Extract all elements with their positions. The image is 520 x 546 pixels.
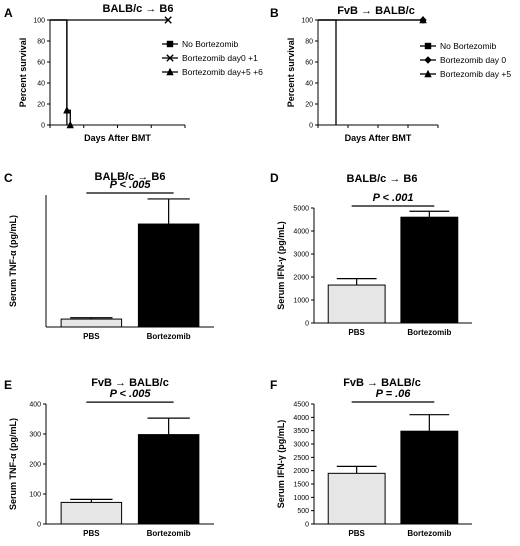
legend-marker bbox=[166, 40, 174, 48]
panel-letter: C bbox=[4, 171, 13, 185]
y-tick-label: 4000 bbox=[293, 229, 309, 236]
y-tick-label: 20 bbox=[37, 102, 45, 109]
y-tick-label: 100 bbox=[301, 18, 313, 25]
y-tick-label: 3000 bbox=[293, 252, 309, 259]
y-tick-label: 40 bbox=[305, 81, 313, 88]
panel-letter: B bbox=[270, 6, 279, 20]
y-tick-label: 20 bbox=[305, 102, 313, 109]
y-tick-label: 40 bbox=[37, 81, 45, 88]
category-label: PBS bbox=[83, 529, 100, 538]
series-marker bbox=[63, 106, 71, 114]
panel-f: F FvB → BALB/c 0 500 1000 1500 2000 2500 3000 350… bbox=[270, 377, 472, 538]
bar bbox=[137, 223, 200, 328]
y-tick-label: 80 bbox=[37, 39, 45, 46]
legend-marker bbox=[166, 67, 174, 76]
panel-title: BALB/c → B6 bbox=[95, 171, 166, 183]
series-marker bbox=[164, 16, 172, 24]
series-line bbox=[50, 19, 68, 125]
series-marker bbox=[66, 120, 74, 129]
y-tick-label: 4000 bbox=[293, 415, 309, 422]
y-tick-label: 1500 bbox=[293, 482, 309, 489]
y-tick-label: 0 bbox=[309, 123, 313, 130]
panel-b: B FvB → BALB/c 0 20 40 60 80 100 Percent surviva… bbox=[270, 5, 511, 143]
y-tick-label: 500 bbox=[297, 508, 309, 515]
panel-d: D BALB/c → B6 0 1000 2000 3000 4000 5000 Serum I… bbox=[270, 171, 472, 337]
y-tick-label: 0 bbox=[41, 123, 45, 130]
y-axis-label: Percent survival bbox=[286, 38, 296, 108]
category-label: PBS bbox=[83, 332, 100, 341]
panel-title: FvB → BALB/c bbox=[91, 377, 169, 389]
category-label: Bortezomib bbox=[147, 529, 191, 538]
y-axis-label: Serum TNF-α (pg/mL) bbox=[8, 418, 18, 510]
legend-label: Bortezomib day0 +1 bbox=[182, 53, 258, 63]
x-axis-label: Days After BMT bbox=[345, 133, 412, 143]
bar bbox=[400, 430, 459, 525]
legend-marker bbox=[166, 54, 174, 62]
y-tick-label: 1000 bbox=[293, 495, 309, 502]
significance-label: P < .005 bbox=[110, 179, 152, 191]
legend-label: Bortezomib day +5 bbox=[440, 69, 511, 79]
y-tick-label: 80 bbox=[305, 39, 313, 46]
panel-title: BALB/c → B6 bbox=[347, 173, 418, 185]
y-tick-label: 300 bbox=[29, 432, 41, 439]
legend-marker bbox=[424, 69, 432, 78]
legend-label: Bortezomib day 0 bbox=[440, 55, 506, 65]
y-tick-label: 0 bbox=[37, 522, 41, 529]
y-axis-label: Percent survival bbox=[18, 38, 28, 108]
y-tick-label: 3000 bbox=[293, 442, 309, 449]
category-label: Bortezomib bbox=[407, 529, 451, 538]
panel-letter: F bbox=[270, 378, 277, 392]
legend-label: No Bortezomib bbox=[440, 41, 496, 51]
bar bbox=[60, 501, 123, 525]
y-tick-label: 2000 bbox=[293, 275, 309, 282]
legend-label: Bortezomib day+5 +6 bbox=[182, 67, 263, 77]
y-axis-label: Serum TNF-α (pg/mL) bbox=[8, 215, 18, 307]
panel-title: FvB → BALB/c bbox=[337, 5, 415, 17]
panel-letter: A bbox=[4, 6, 13, 20]
y-tick-label: 200 bbox=[29, 462, 41, 469]
y-tick-label: 2500 bbox=[293, 455, 309, 462]
panel-letter: E bbox=[4, 378, 12, 392]
panel-c: C BALB/c → B6 Serum TNF-α (pg/mL) PBS Bortez… bbox=[4, 171, 214, 341]
y-tick-label: 3500 bbox=[293, 428, 309, 435]
series-line bbox=[318, 19, 337, 125]
y-tick-label: 100 bbox=[29, 492, 41, 499]
significance-label: P < .005 bbox=[110, 388, 152, 400]
y-tick-label: 2000 bbox=[293, 468, 309, 475]
legend-marker bbox=[424, 42, 432, 50]
bar bbox=[327, 284, 386, 324]
x-axis-label: Days After BMT bbox=[84, 133, 151, 143]
bar bbox=[60, 318, 123, 328]
y-tick-label: 1000 bbox=[293, 298, 309, 305]
legend-marker bbox=[424, 56, 432, 64]
y-tick-label: 60 bbox=[37, 60, 45, 67]
legend-label: No Bortezomib bbox=[182, 39, 238, 49]
y-axis-label: Serum IFN-γ (pg/mL) bbox=[276, 221, 286, 310]
category-label: PBS bbox=[348, 529, 365, 538]
category-label: Bortezomib bbox=[407, 328, 451, 337]
significance-label: P < .001 bbox=[373, 192, 414, 204]
y-tick-label: 100 bbox=[33, 18, 45, 25]
category-label: Bortezomib bbox=[147, 332, 191, 341]
panel-a: A BALB/c → B6 0 20 40 60 80 100 Percent survival… bbox=[4, 3, 263, 143]
panel-title: BALB/c → B6 bbox=[103, 3, 174, 15]
y-tick-label: 5000 bbox=[293, 206, 309, 213]
bar bbox=[327, 472, 386, 525]
y-tick-label: 4500 bbox=[293, 402, 309, 409]
panel-e: E FvB → BALB/c 0 100 200 300 400 Serum TNF-α (p… bbox=[4, 377, 214, 538]
significance-label: P = .06 bbox=[376, 388, 412, 400]
y-tick-label: 60 bbox=[305, 60, 313, 67]
y-tick-label: 400 bbox=[29, 402, 41, 409]
panel-letter: D bbox=[270, 171, 279, 185]
series-marker bbox=[419, 15, 427, 24]
y-tick-label: 0 bbox=[305, 522, 309, 529]
y-tick-label: 0 bbox=[305, 321, 309, 328]
y-axis-label: Serum IFN-γ (pg/mL) bbox=[276, 420, 286, 509]
panel-title: FvB → BALB/c bbox=[343, 377, 421, 389]
category-label: PBS bbox=[348, 328, 365, 337]
bar bbox=[137, 434, 200, 525]
bar bbox=[400, 216, 459, 324]
